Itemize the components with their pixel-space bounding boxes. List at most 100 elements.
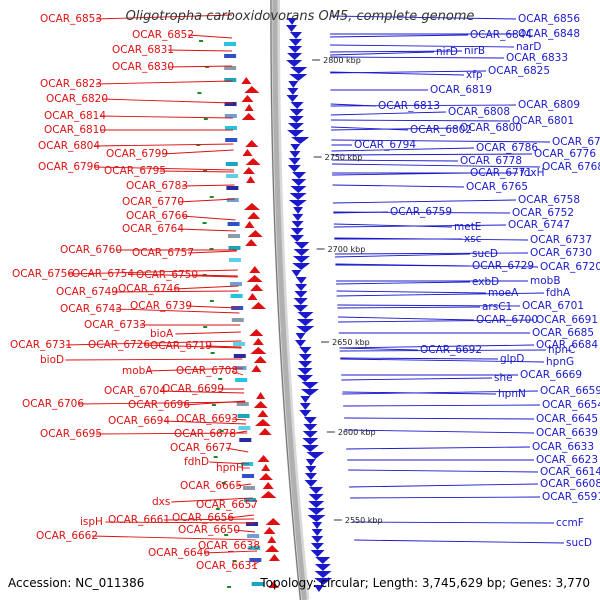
right-gene-label: OCAR_6802: [410, 124, 472, 136]
feature-block: [227, 222, 240, 226]
left-gene-label: OCAR_6766: [126, 210, 188, 222]
forward-gene-arrow: [249, 266, 261, 273]
left-gene-label: OCAR_6783: [126, 180, 188, 192]
forward-gene-arrow: [241, 95, 254, 102]
reverse-gene-arrow: [294, 242, 310, 249]
left-gene-label: OCAR_6694: [108, 415, 170, 427]
reverse-gene-arrow: [291, 270, 302, 277]
right-gene-label: OCAR_6623: [536, 454, 598, 466]
forward-gene-arrow: [245, 158, 261, 165]
feature-block: [231, 318, 244, 322]
reverse-gene-arrow: [302, 431, 318, 438]
feature-block: [228, 234, 241, 238]
reverse-gene-arrow: [289, 109, 304, 116]
right-leader-line: [352, 521, 555, 524]
left-gene-label: OCAR_6852: [132, 29, 194, 41]
right-leader-line: [348, 469, 539, 473]
right-leader-line: [330, 50, 463, 53]
right-leader-line: [334, 237, 529, 241]
right-leader-line: [338, 319, 535, 323]
right-gene-label: OCAR_6639: [536, 427, 598, 439]
right-gene-label: sucD: [472, 248, 498, 260]
feature-block: [230, 294, 243, 298]
left-leader-line: [187, 250, 237, 254]
reverse-gene-arrow: [298, 354, 312, 361]
right-gene-label: OCAR_6786: [476, 142, 538, 154]
feature-block: [243, 498, 256, 502]
reverse-gene-arrow: [311, 529, 323, 536]
reverse-gene-arrow: [314, 571, 332, 578]
left-leader-line: [231, 418, 247, 421]
left-gene-label: OCAR_6665: [180, 480, 242, 492]
feature-block: [248, 546, 261, 550]
right-leader-line: [345, 429, 535, 434]
accession-text: Accession: NC_011386: [8, 576, 145, 590]
genome-title: Oligotropha carboxidovorans OM5, complet…: [125, 9, 475, 24]
reverse-gene-arrow: [311, 536, 324, 543]
right-leader-line: [344, 417, 535, 420]
reverse-gene-arrow: [297, 368, 313, 375]
right-leader-line: [329, 15, 517, 20]
feature-block: [226, 186, 239, 190]
reverse-gene-arrow: [286, 25, 298, 32]
forward-gene-arrow: [246, 176, 256, 183]
right-gene-label: OCAR_6633: [532, 441, 594, 453]
scale-tick-label: 2750 kbp: [325, 153, 363, 162]
forward-gene-arrow: [242, 167, 255, 174]
reverse-gene-arrow: [292, 256, 310, 263]
feature-block: [233, 342, 246, 346]
right-gene-label: OCAR_6771: [470, 167, 532, 179]
right-gene-label: OCAR_6768: [542, 161, 600, 173]
feature-block: [226, 198, 239, 202]
reverse-gene-arrow: [289, 193, 307, 200]
left-leader-line: [163, 518, 255, 521]
label-layer: 2800 kbp 2750 kbp 2700 kbp 2650 kbp 2600 kbp…: [10, 13, 600, 572]
left-gene-label: OCAR_6677: [170, 442, 232, 454]
forward-gene-arrow: [256, 392, 266, 399]
right-leader-line: [330, 56, 505, 59]
feature-marker: [232, 560, 237, 562]
forward-gene-arrow: [245, 239, 258, 246]
right-gene-label: OCAR_6729: [472, 260, 534, 272]
left-leader-line: [203, 550, 258, 554]
reverse-gene-arrow: [287, 88, 299, 95]
reverse-gene-arrow: [300, 389, 319, 396]
right-gene-label: OCAR_6591: [542, 491, 600, 503]
right-gene-label: OCAR_6720: [540, 261, 600, 273]
right-gene-label: OCAR_6700: [476, 314, 538, 326]
reverse-gene-arrow: [314, 564, 331, 571]
right-gene-label: she: [494, 372, 513, 384]
reverse-gene-arrow: [303, 417, 317, 424]
feature-marker: [218, 378, 223, 380]
reverse-gene-arrow: [290, 67, 308, 74]
left-gene-label: OCAR_6719: [150, 340, 212, 352]
right-gene-label: mobB: [530, 275, 561, 287]
right-gene-label: OCAR_6844: [470, 29, 532, 41]
left-leader-line: [93, 143, 234, 147]
right-gene-label: xfp: [466, 69, 483, 81]
forward-gene-arrow: [247, 230, 263, 237]
left-leader-line: [209, 461, 250, 465]
feature-marker: [224, 534, 229, 536]
left-leader-line: [159, 170, 235, 173]
right-leader-line: [350, 496, 541, 499]
right-leader-line: [343, 404, 541, 407]
forward-gene-arrow: [258, 428, 272, 435]
reverse-gene-arrow: [299, 347, 312, 354]
right-gene-label: narD: [516, 41, 542, 53]
reverse-gene-arrow: [306, 452, 325, 459]
right-gene-label: OCAR_6848: [518, 28, 580, 40]
feature-block: [224, 42, 237, 46]
right-gene-label: glpD: [500, 353, 524, 365]
right-gene-label: OCAR_6730: [530, 247, 592, 259]
feature-block: [228, 246, 241, 250]
right-gene-label: OCAR_6645: [536, 413, 598, 425]
left-leader-line: [173, 285, 239, 290]
forward-gene-arrow: [244, 221, 255, 228]
right-leader-line: [331, 139, 551, 143]
feature-marker: [215, 508, 220, 510]
reverse-gene-arrow: [296, 326, 315, 333]
left-leader-line: [115, 308, 240, 314]
left-leader-line: [251, 504, 254, 509]
feature-block: [230, 282, 243, 286]
